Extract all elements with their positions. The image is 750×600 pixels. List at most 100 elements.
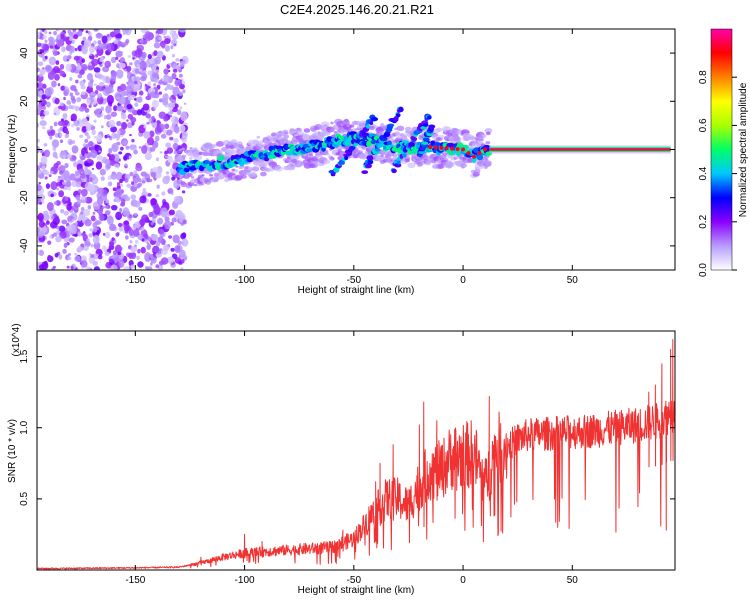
ridge-halo (325, 126, 335, 133)
noise-blob (119, 178, 123, 184)
noise-blob (70, 95, 76, 102)
ridge-halo (475, 138, 481, 142)
noise-blob (85, 127, 89, 130)
noise-blob (44, 64, 53, 73)
noise-blob (161, 42, 166, 49)
noise-blob (173, 195, 181, 204)
tone-blip (455, 147, 460, 152)
noise-blob (110, 56, 117, 64)
noise-blob (183, 102, 187, 105)
noise-blob (38, 181, 41, 185)
x-tick-label: -50 (347, 275, 362, 286)
snr-xlabel: Height of straight line (km) (298, 585, 415, 596)
ridge-halo (439, 134, 445, 139)
noise-blob (158, 91, 163, 95)
noise-blob (93, 136, 97, 139)
noise-blob (153, 42, 161, 49)
ridge-branch (422, 123, 429, 127)
ridge-halo (483, 160, 492, 166)
noise-blob (178, 217, 184, 223)
noise-blob (38, 220, 45, 228)
noise-blob (138, 90, 144, 96)
noise-blob (92, 260, 99, 266)
noise-blob (47, 254, 52, 261)
noise-blob (63, 185, 68, 190)
noise-blob (77, 231, 82, 237)
noise-blob (43, 51, 47, 54)
noise-blob (94, 104, 97, 107)
noise-blob (74, 170, 80, 176)
ridge-halo (340, 131, 345, 135)
noise-blob (49, 136, 53, 140)
noise-blob (148, 211, 154, 218)
noise-blob (71, 145, 79, 154)
noise-blob (170, 247, 175, 252)
noise-blob (122, 140, 128, 146)
noise-blob (44, 176, 48, 180)
noise-blob (143, 125, 146, 129)
noise-blob (43, 30, 48, 34)
noise-blob (178, 249, 186, 258)
x-tick-label: 0 (460, 575, 466, 586)
noise-blob (167, 111, 172, 115)
noise-blob (44, 55, 48, 60)
noise-blob (100, 106, 104, 112)
noise-blob (133, 170, 138, 175)
ridge-halo (447, 165, 452, 169)
ridge-halo (474, 168, 481, 174)
noise-blob (178, 124, 186, 133)
noise-blob (38, 249, 44, 257)
noise-blob (181, 190, 186, 194)
noise-blob (108, 147, 113, 152)
noise-blob (42, 34, 47, 40)
noise-blob (83, 245, 89, 251)
noise-blob (64, 162, 69, 169)
noise-blob (96, 196, 104, 205)
noise-blob (46, 202, 54, 212)
noise-blob (142, 187, 146, 193)
noise-blob (154, 171, 162, 179)
noise-blob (77, 245, 82, 251)
noise-blob (105, 61, 109, 66)
noise-blob (77, 30, 83, 37)
noise-blob (41, 199, 45, 204)
ridge-branch (369, 155, 374, 161)
noise-blob (175, 77, 179, 81)
noise-blob (42, 210, 49, 218)
noise-blob (56, 188, 60, 191)
noise-blob (88, 104, 92, 108)
noise-blob (134, 102, 139, 107)
ridge-core (269, 154, 277, 159)
noise-blob (138, 44, 142, 49)
ridge-halo (209, 173, 213, 177)
tone-blip (439, 145, 444, 150)
ridge-halo (181, 154, 187, 158)
y-tick-label: -20 (19, 190, 30, 205)
noise-blob (65, 130, 70, 135)
ridge-branch (371, 116, 378, 122)
noise-blob (77, 216, 82, 222)
noise-blob (45, 183, 51, 189)
noise-blob (173, 138, 179, 144)
noise-blob (141, 180, 146, 184)
ridge-halo (256, 136, 261, 139)
noise-blob (86, 135, 91, 140)
x-tick-label: -100 (235, 275, 255, 286)
noise-blob (49, 125, 53, 130)
ridge-halo (387, 155, 392, 159)
noise-blob (55, 235, 62, 243)
noise-blob (134, 212, 138, 216)
noise-blob (98, 82, 105, 87)
noise-blob (145, 266, 149, 270)
ridge-halo (425, 161, 432, 166)
noise-blob (163, 36, 167, 39)
ridge-halo (484, 127, 493, 134)
noise-blob (180, 267, 184, 270)
ridge-halo (201, 174, 205, 177)
ridge-halo (207, 146, 212, 150)
snr-scale-label: (x10^4) (11, 323, 22, 356)
noise-blob (63, 36, 69, 41)
noise-blob (171, 32, 179, 41)
noise-blob (93, 67, 101, 73)
noise-blob (57, 128, 61, 133)
